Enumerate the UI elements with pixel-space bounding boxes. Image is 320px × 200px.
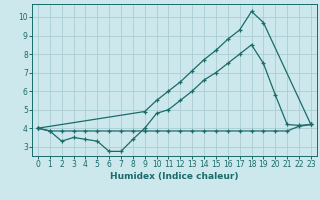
X-axis label: Humidex (Indice chaleur): Humidex (Indice chaleur) xyxy=(110,172,239,181)
